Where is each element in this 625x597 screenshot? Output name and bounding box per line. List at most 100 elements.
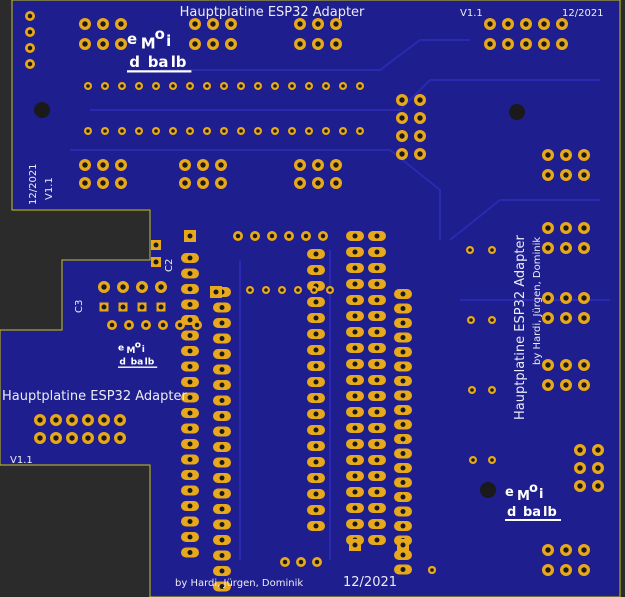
drill xyxy=(324,84,328,88)
drill xyxy=(490,388,494,392)
drill xyxy=(200,180,206,186)
drill xyxy=(505,41,511,47)
drill xyxy=(563,295,569,301)
logo: e Mo i d ba lb xyxy=(118,341,158,368)
drill xyxy=(312,288,316,292)
drill xyxy=(187,233,193,239)
drill xyxy=(100,162,106,168)
drill xyxy=(352,297,358,303)
drill xyxy=(109,322,115,328)
drill xyxy=(400,320,406,326)
drill xyxy=(399,97,405,103)
drill xyxy=(219,351,225,357)
top-title: Hauptplatine ESP32 Adapter xyxy=(180,5,365,20)
drill xyxy=(313,347,319,353)
drill xyxy=(417,97,423,103)
drill xyxy=(187,286,193,292)
drill xyxy=(219,537,225,543)
drill xyxy=(563,152,569,158)
drill xyxy=(248,288,252,292)
drill xyxy=(563,547,569,553)
drill xyxy=(171,84,175,88)
drill xyxy=(400,306,406,311)
drill xyxy=(545,245,551,251)
drill xyxy=(374,393,380,399)
right-title: Hauptplatine ESP32 Adapter xyxy=(513,235,528,420)
drill xyxy=(139,304,145,310)
drill xyxy=(120,84,124,88)
drill xyxy=(400,523,406,529)
top-version: V1.1 xyxy=(460,8,483,19)
drill xyxy=(192,21,198,27)
drill xyxy=(205,129,209,133)
drill xyxy=(352,377,358,383)
drill xyxy=(545,225,551,231)
drill xyxy=(313,363,319,369)
drill xyxy=(523,41,529,47)
drill xyxy=(137,129,141,133)
drill xyxy=(352,329,358,335)
drill xyxy=(187,410,193,416)
drill xyxy=(313,299,319,305)
drill xyxy=(303,233,309,239)
drill xyxy=(333,180,339,186)
drill xyxy=(273,129,277,133)
drill xyxy=(545,547,551,553)
drill xyxy=(53,435,59,441)
drill xyxy=(239,129,243,133)
drill xyxy=(314,559,320,565)
drill xyxy=(352,521,358,527)
drill xyxy=(399,151,405,157)
drill xyxy=(352,233,358,239)
drill xyxy=(286,233,292,239)
drill xyxy=(352,457,358,463)
drill xyxy=(595,465,601,471)
drill xyxy=(490,248,494,252)
drill xyxy=(581,567,587,573)
drill xyxy=(374,249,380,255)
drill xyxy=(219,429,225,434)
drill xyxy=(219,584,225,589)
drill xyxy=(374,281,380,287)
drill xyxy=(352,393,358,399)
logo-lb: lb xyxy=(145,357,155,367)
drill xyxy=(374,441,380,447)
drill xyxy=(358,129,362,133)
drill xyxy=(400,480,406,485)
logo-m: M xyxy=(141,34,156,52)
drill xyxy=(228,41,234,47)
drill xyxy=(100,41,106,47)
drill xyxy=(595,483,601,489)
drill xyxy=(313,379,319,385)
drill xyxy=(205,84,209,88)
pads xyxy=(25,11,604,592)
drill xyxy=(120,129,124,133)
drill xyxy=(280,288,284,292)
c2-label: C2 xyxy=(164,259,175,272)
logo-d: d xyxy=(129,53,140,71)
c3-label: C3 xyxy=(74,300,85,313)
drill xyxy=(581,315,587,321)
drill xyxy=(118,162,124,168)
drill xyxy=(177,322,183,328)
drill xyxy=(324,129,328,133)
logo: e Mo i d ba lb xyxy=(505,481,561,521)
drill xyxy=(282,559,288,565)
drill xyxy=(400,552,406,558)
mounting-hole xyxy=(34,102,50,118)
drill xyxy=(581,295,587,301)
drill xyxy=(118,180,124,186)
drill xyxy=(333,21,339,27)
drill xyxy=(595,447,601,453)
drill xyxy=(374,505,380,511)
drill xyxy=(352,249,358,255)
drill xyxy=(374,537,380,543)
drill xyxy=(581,152,587,158)
drill xyxy=(101,417,107,423)
drill xyxy=(82,21,88,27)
silkscreen: Hauptplatine ESP32 Adapter V1.1 12/2021 … xyxy=(2,5,604,590)
drill xyxy=(577,483,583,489)
drill xyxy=(352,505,358,511)
drill xyxy=(468,248,472,252)
